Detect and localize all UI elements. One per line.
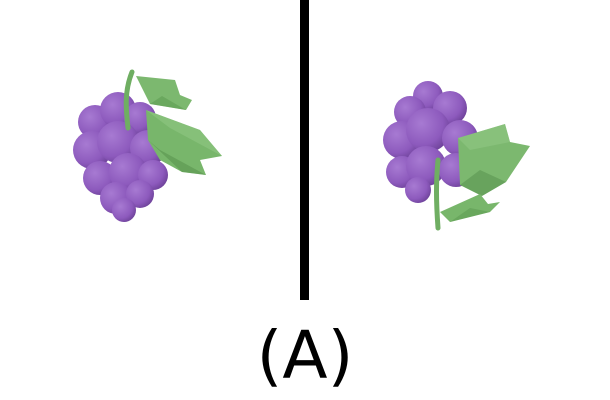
- left-grape-image: [0, 0, 300, 300]
- center-divider: [300, 0, 309, 300]
- right-grape-image: [310, 0, 610, 300]
- grapes-icon: [383, 81, 530, 231]
- figure-label: (A): [256, 317, 354, 394]
- grapes-icon: [73, 69, 222, 222]
